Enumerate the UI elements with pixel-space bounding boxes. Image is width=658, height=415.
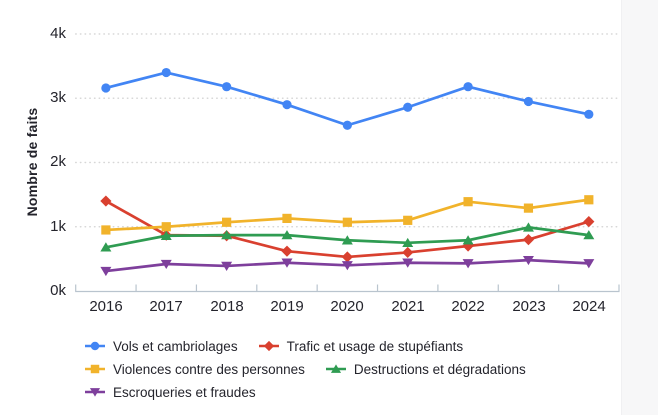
data-point[interactable]: [402, 237, 414, 248]
series-line: [104, 71, 591, 127]
x-tick-2022: 2022: [451, 298, 485, 315]
data-point[interactable]: [90, 364, 100, 374]
x-tick-2023: 2023: [512, 298, 546, 315]
x-tick-2019: 2019: [270, 298, 304, 315]
data-point[interactable]: [342, 217, 352, 227]
x-tick-2020: 2020: [330, 298, 364, 315]
data-point[interactable]: [281, 258, 293, 268]
data-point[interactable]: [583, 230, 595, 240]
data-point[interactable]: [463, 82, 473, 92]
purple-triangle-down-marker-icon: [85, 388, 105, 397]
legend-item-escroqueries[interactable]: Escroqueries et fraudes: [84, 384, 256, 400]
legend-label: Escroqueries et fraudes: [113, 384, 256, 400]
data-point[interactable]: [330, 364, 341, 373]
data-point[interactable]: [101, 225, 111, 235]
red-diamond-marker-icon: [258, 340, 279, 352]
data-point[interactable]: [583, 259, 595, 269]
page-background-strip: [621, 0, 658, 415]
data-point[interactable]: [222, 217, 232, 227]
legend-item-violences[interactable]: Violences contre des personnes: [84, 361, 305, 377]
data-point[interactable]: [90, 341, 100, 351]
legend-label: Vols et cambriolages: [113, 338, 238, 354]
data-point[interactable]: [402, 258, 414, 268]
data-point[interactable]: [100, 195, 112, 207]
x-tick-2017: 2017: [149, 298, 183, 315]
legend-item-trafic[interactable]: Trafic et usage de stupéfiants: [258, 338, 464, 354]
data-point[interactable]: [403, 102, 413, 112]
data-point[interactable]: [281, 230, 293, 240]
data-point[interactable]: [222, 82, 232, 92]
y-tick-1k: 1k: [50, 218, 66, 235]
data-point[interactable]: [100, 242, 112, 252]
legend-label: Trafic et usage de stupéfiants: [286, 338, 464, 354]
data-point[interactable]: [522, 255, 534, 266]
data-point[interactable]: [522, 234, 535, 246]
data-point[interactable]: [341, 261, 353, 271]
data-point[interactable]: [282, 213, 292, 223]
data-point[interactable]: [281, 245, 293, 257]
data-point[interactable]: [584, 109, 594, 119]
data-point[interactable]: [523, 96, 534, 107]
data-point[interactable]: [523, 203, 534, 213]
data-point[interactable]: [522, 222, 534, 232]
data-point[interactable]: [403, 215, 413, 225]
data-point[interactable]: [341, 235, 353, 245]
data-point[interactable]: [160, 230, 172, 240]
data-point[interactable]: [161, 67, 171, 78]
data-point[interactable]: [263, 340, 274, 352]
data-point[interactable]: [584, 195, 594, 205]
data-point[interactable]: [101, 83, 111, 93]
data-point[interactable]: [402, 246, 414, 259]
data-point[interactable]: [100, 266, 112, 277]
data-point[interactable]: [462, 235, 474, 245]
y-tick-0k: 0k: [50, 282, 66, 299]
legend-label: Destructions et dégradations: [353, 361, 526, 377]
data-point[interactable]: [342, 120, 352, 130]
chart-legend: Vols et cambriolages Trafic et usage de …: [84, 338, 596, 400]
x-tick-2024: 2024: [572, 298, 606, 315]
y-tick-2k: 2k: [50, 153, 66, 170]
green-triangle-up-marker-icon: [325, 364, 346, 373]
data-point[interactable]: [160, 259, 172, 270]
y-tick-4k: 4k: [50, 25, 66, 42]
yellow-square-marker-icon: [85, 364, 105, 374]
data-point[interactable]: [161, 222, 171, 232]
data-point[interactable]: [221, 230, 233, 240]
data-point[interactable]: [462, 259, 474, 269]
x-tick-2021: 2021: [391, 298, 425, 315]
data-point[interactable]: [341, 251, 353, 263]
blue-circle-marker-icon: [85, 341, 105, 351]
data-point[interactable]: [463, 197, 473, 207]
x-tick-2016: 2016: [89, 298, 123, 315]
legend-label: Violences contre des personnes: [113, 361, 305, 377]
legend-item-vols[interactable]: Vols et cambriolages: [84, 338, 238, 354]
data-point[interactable]: [221, 261, 233, 271]
data-point[interactable]: [89, 388, 101, 397]
data-point[interactable]: [282, 100, 292, 110]
data-point[interactable]: [583, 216, 595, 228]
y-tick-3k: 3k: [50, 89, 66, 106]
x-tick-2018: 2018: [210, 298, 244, 315]
legend-item-destructions[interactable]: Destructions et dégradations: [325, 361, 526, 377]
